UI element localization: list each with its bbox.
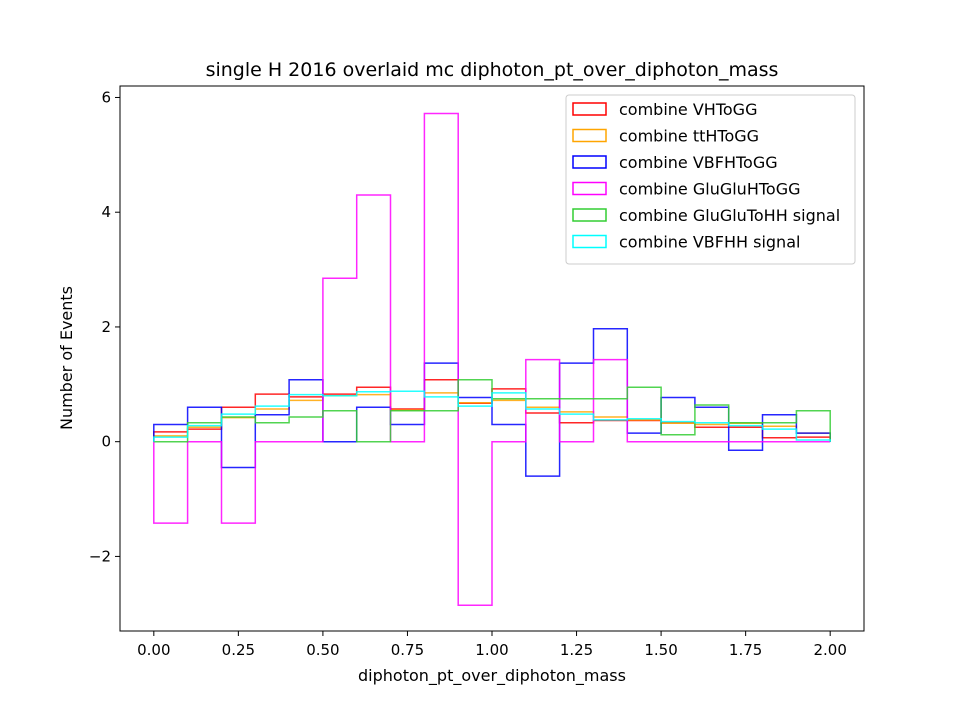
legend-box (565, 94, 856, 265)
x-tick-label: 0.25 (222, 641, 255, 659)
legend-label-1: combine ttHToGG (619, 127, 759, 146)
legend-swatch-2 (572, 155, 607, 169)
legend-label-3: combine GluGluHToGG (619, 180, 800, 199)
legend-label-0: combine VHToGG (619, 100, 757, 119)
y-axis-label: Number of Events (57, 286, 76, 430)
legend-label-5: combine VBFHH signal (619, 233, 800, 252)
x-tick-label: 0.00 (137, 641, 170, 659)
legend-swatch-4 (572, 208, 607, 222)
y-tick-label: 2 (101, 318, 111, 336)
x-tick-label: 2.00 (813, 641, 846, 659)
series-layer (153, 112, 831, 606)
y-tick-label: 4 (101, 203, 111, 221)
y-tick-label: 0 (101, 433, 111, 451)
legend: combine VHToGG combine ttHToGG combine VBF… (565, 94, 856, 265)
legend-swatch-0 (572, 102, 607, 116)
x-tick-label: 1.25 (560, 641, 593, 659)
x-axis-label: diphoton_pt_over_diphoton_mass (358, 666, 626, 686)
legend-swatch-3 (572, 181, 607, 196)
x-tick-label: 1.50 (644, 641, 677, 659)
y-tick-label: 6 (101, 88, 111, 106)
x-tick-label: 1.75 (729, 641, 762, 659)
y-axis-ticks: −2 0 2 4 6 (89, 88, 120, 565)
x-tick-label: 1.00 (475, 641, 508, 659)
series-line-5 (153, 390, 831, 442)
series-line-4 (153, 378, 831, 443)
legend-label-2: combine VBFHToGG (619, 153, 778, 172)
legend-swatch-5 (572, 234, 607, 249)
legend-label-4: combine GluGluToHH signal (619, 206, 840, 225)
y-tick-label: −2 (89, 547, 111, 565)
x-axis-ticks: 0.00 0.25 0.50 0.75 1.00 1.25 1.50 1.75 2.00 (137, 631, 847, 659)
legend-swatch-1 (572, 128, 607, 143)
series-line-3 (153, 112, 831, 606)
x-tick-label: 0.75 (391, 641, 424, 659)
x-tick-label: 0.50 (306, 641, 339, 659)
chart-title: single H 2016 overlaid mc diphoton_pt_ov… (206, 59, 779, 81)
